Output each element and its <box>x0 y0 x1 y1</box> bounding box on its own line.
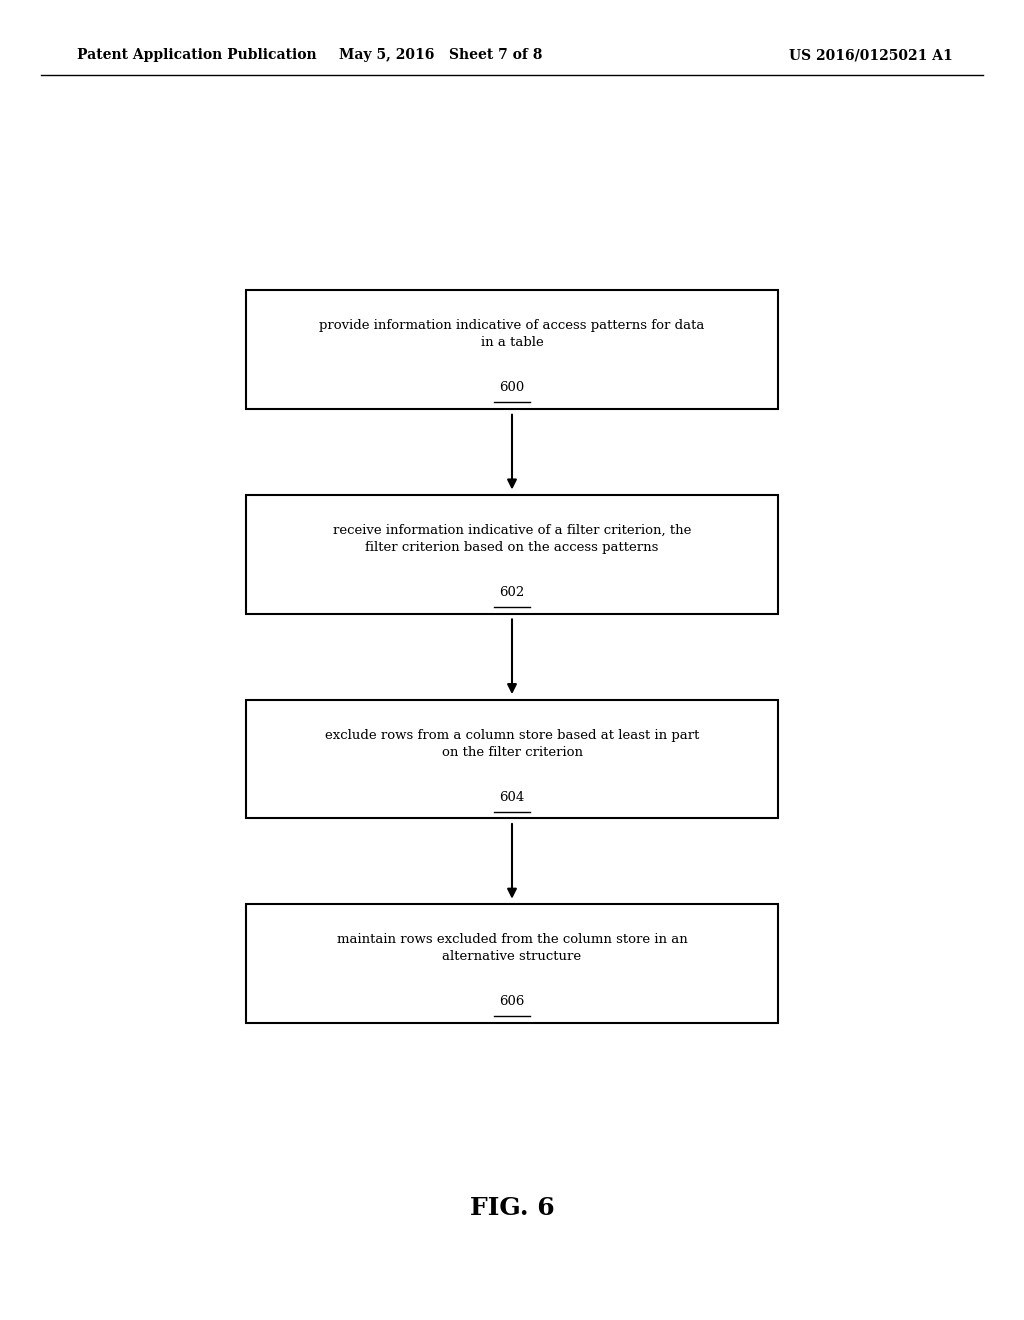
Text: provide information indicative of access patterns for data
in a table: provide information indicative of access… <box>319 319 705 350</box>
Text: receive information indicative of a filter criterion, the
filter criterion based: receive information indicative of a filt… <box>333 524 691 554</box>
Text: 604: 604 <box>500 791 524 804</box>
Bar <box>246 700 778 818</box>
Text: May 5, 2016   Sheet 7 of 8: May 5, 2016 Sheet 7 of 8 <box>339 49 542 62</box>
Text: Patent Application Publication: Patent Application Publication <box>77 49 316 62</box>
Text: 602: 602 <box>500 586 524 599</box>
Bar <box>246 290 778 409</box>
Text: US 2016/0125021 A1: US 2016/0125021 A1 <box>788 49 952 62</box>
Bar <box>246 495 778 614</box>
Text: exclude rows from a column store based at least in part
on the filter criterion: exclude rows from a column store based a… <box>325 729 699 759</box>
Text: 600: 600 <box>500 381 524 395</box>
Text: maintain rows excluded from the column store in an
alternative structure: maintain rows excluded from the column s… <box>337 933 687 964</box>
Bar <box>246 904 778 1023</box>
Text: 606: 606 <box>500 995 524 1008</box>
Text: FIG. 6: FIG. 6 <box>470 1196 554 1220</box>
